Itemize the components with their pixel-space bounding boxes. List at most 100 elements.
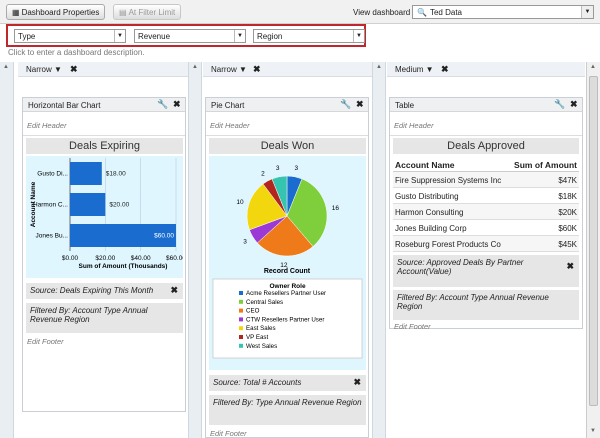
source-box: Source: Total # Accounts ✖ bbox=[209, 375, 366, 391]
edit-footer-link[interactable]: Edit Footer bbox=[210, 429, 247, 438]
slice-label: 12 bbox=[280, 262, 288, 269]
slice-label: 3 bbox=[276, 165, 280, 172]
cell-sum-of-amount: $45K bbox=[558, 240, 577, 249]
close-icon[interactable]: ✖ bbox=[356, 99, 364, 109]
table-row[interactable]: Fire Suppression Systems Inc $47K bbox=[393, 172, 579, 188]
edit-header-link[interactable]: Edit Header bbox=[210, 121, 250, 130]
table-row[interactable]: Harmon Consulting $20K bbox=[393, 204, 579, 220]
legend-entry: CTW Resellers Partner User bbox=[246, 316, 324, 323]
column-header: Narrow ▼ ✖ bbox=[203, 62, 372, 77]
filtered-by-text: Filtered By: Type Annual Revenue Region bbox=[213, 398, 362, 407]
filtered-by-text: Filtered By: Account Type Annual Revenue… bbox=[30, 306, 148, 324]
component-pie-chart[interactable]: Pie Chart 🔧 ✖ Edit Header Deals Won 3 16 1… bbox=[205, 97, 369, 438]
close-icon[interactable]: ✖ bbox=[173, 99, 181, 109]
bar-chart-area: $0.00 $20.00 $40.00 $60.00 Gusto Di... $18.00… bbox=[26, 156, 183, 278]
edit-header-link[interactable]: Edit Header bbox=[394, 121, 434, 130]
column-width-select[interactable]: Medium ▼ bbox=[395, 65, 434, 74]
wrench-icon[interactable]: 🔧 bbox=[157, 99, 169, 109]
legend-swatch bbox=[239, 317, 243, 322]
edit-header-link[interactable]: Edit Header bbox=[27, 121, 67, 130]
close-icon[interactable]: ✖ bbox=[170, 285, 178, 295]
source-box: Source: Deals Expiring This Month ✖ bbox=[26, 283, 183, 299]
component-type-title: Table bbox=[395, 101, 415, 110]
table-row[interactable]: Roseburg Forest Products Co $45K bbox=[393, 236, 579, 252]
component-table[interactable]: Table 🔧 ✖ Edit Header Deals Approved Acc… bbox=[389, 97, 583, 331]
close-icon[interactable]: ✖ bbox=[570, 99, 578, 109]
cell-sum-of-amount: $47K bbox=[558, 176, 577, 185]
toolbar: ▦ Dashboard Properties ▤ At Filter Limit V… bbox=[0, 0, 600, 24]
x-tick-label: $60.00 bbox=[166, 255, 183, 262]
category-label: Gusto Di... bbox=[37, 171, 68, 178]
wrench-icon[interactable]: 🔧 bbox=[340, 99, 352, 109]
divider bbox=[23, 135, 185, 136]
dashboard-column-1: Narrow ▼ ✖ Horizontal Bar Chart 🔧 ✖ Edit… bbox=[18, 62, 188, 438]
column-header: Medium ▼ ✖ bbox=[387, 62, 585, 77]
wrench-icon[interactable]: 🔧 bbox=[554, 99, 566, 109]
chevron-up-icon: ▲ bbox=[376, 64, 382, 70]
cell-account-name: Jones Building Corp bbox=[395, 224, 467, 233]
bar bbox=[70, 162, 102, 185]
slice-label: 10 bbox=[236, 199, 244, 206]
table-row[interactable]: Gusto Distributing $18K bbox=[393, 188, 579, 204]
filtered-by-box: Filtered By: Type Annual Revenue Region bbox=[209, 395, 366, 425]
chart-title: Deals Expiring bbox=[26, 138, 183, 154]
divider bbox=[390, 135, 582, 136]
column-header-sum-of-amount[interactable]: Sum of Amount bbox=[514, 160, 577, 170]
legend-swatch bbox=[239, 291, 243, 295]
filter-select-region[interactable]: Region ▼ bbox=[253, 29, 365, 43]
close-icon[interactable]: ✖ bbox=[441, 64, 449, 74]
filter-select-revenue[interactable]: Revenue ▼ bbox=[134, 29, 246, 43]
legend-entry: VP East bbox=[246, 334, 269, 341]
column-width-select[interactable]: Narrow ▼ bbox=[26, 65, 62, 74]
filter-select-type[interactable]: Type ▼ bbox=[14, 29, 126, 43]
view-as-label: View dashboard as: bbox=[353, 8, 424, 17]
edit-footer-link[interactable]: Edit Footer bbox=[27, 337, 64, 346]
filter-bar: Type ▼ Revenue ▼ Region ▼ bbox=[6, 24, 366, 47]
column-width-select[interactable]: Narrow ▼ bbox=[211, 65, 247, 74]
x-tick-label: $0.00 bbox=[62, 255, 79, 262]
chevron-up-icon: ▲ bbox=[192, 64, 198, 70]
chart-title: Deals Won bbox=[209, 138, 366, 154]
cell-account-name: Roseburg Forest Products Co bbox=[395, 240, 501, 249]
table-row[interactable]: Jones Building Corp $60K bbox=[393, 220, 579, 236]
chevron-up-icon: ▲ bbox=[3, 64, 9, 70]
column-header: Narrow ▼ ✖ bbox=[18, 62, 188, 77]
legend-entry: Central Sales bbox=[246, 299, 283, 306]
dashboard-description[interactable]: Click to enter a dashboard description. bbox=[8, 48, 145, 57]
legend-entry: West Sales bbox=[246, 343, 277, 350]
source-text: Source: Approved Deals By Partner Accoun… bbox=[397, 258, 524, 276]
legend-swatch bbox=[239, 326, 243, 331]
dashboard-column-3: Medium ▼ ✖ Table 🔧 ✖ Edit Header Deals A… bbox=[387, 62, 585, 438]
component-type-title: Pie Chart bbox=[211, 101, 245, 110]
search-icon: 🔍 bbox=[417, 8, 427, 17]
scroll-up-icon[interactable]: ▲ bbox=[590, 64, 596, 70]
column-drop-zone: ▲ bbox=[0, 62, 14, 438]
category-label: Harmon C... bbox=[33, 202, 68, 209]
dashboard-icon: ▦ bbox=[12, 8, 20, 17]
scrollbar-thumb[interactable] bbox=[589, 76, 598, 406]
edit-footer-link[interactable]: Edit Footer bbox=[394, 322, 431, 331]
table-body: Fire Suppression Systems Inc $47K Gusto Di… bbox=[393, 172, 579, 252]
pie-chart-area: 3 16 12 3 10 2 3 Record Count Owner Role Acme Res… bbox=[209, 156, 366, 370]
bar bbox=[70, 224, 176, 247]
component-horizontal-bar-chart[interactable]: Horizontal Bar Chart 🔧 ✖ Edit Header Dea… bbox=[22, 97, 186, 412]
bar-chart: $0.00 $20.00 $40.00 $60.00 Gusto Di... $18.00… bbox=[30, 158, 183, 270]
cell-account-name: Fire Suppression Systems Inc bbox=[395, 176, 502, 185]
component-title-bar: Pie Chart 🔧 ✖ bbox=[206, 98, 368, 112]
category-label: Jones Bu... bbox=[35, 233, 68, 240]
scroll-down-icon[interactable]: ▼ bbox=[590, 428, 596, 434]
dashboard-properties-button[interactable]: ▦ Dashboard Properties bbox=[6, 4, 106, 20]
close-icon[interactable]: ✖ bbox=[253, 64, 261, 74]
close-icon[interactable]: ✖ bbox=[353, 377, 361, 387]
vertical-scrollbar[interactable]: ▲ ▼ bbox=[586, 62, 600, 438]
view-as-select[interactable]: 🔍 Ted Data ▼ bbox=[412, 5, 594, 19]
column-header-account-name[interactable]: Account Name bbox=[395, 160, 455, 170]
legend-entry: East Sales bbox=[246, 325, 276, 332]
cell-sum-of-amount: $18K bbox=[558, 192, 577, 201]
chevron-down-icon: ▼ bbox=[353, 30, 364, 42]
legend-swatch bbox=[239, 308, 243, 313]
close-icon[interactable]: ✖ bbox=[70, 64, 78, 74]
component-type-title: Horizontal Bar Chart bbox=[28, 101, 101, 110]
filter-limit-button[interactable]: ▤ At Filter Limit bbox=[113, 4, 182, 20]
close-icon[interactable]: ✖ bbox=[566, 261, 574, 271]
